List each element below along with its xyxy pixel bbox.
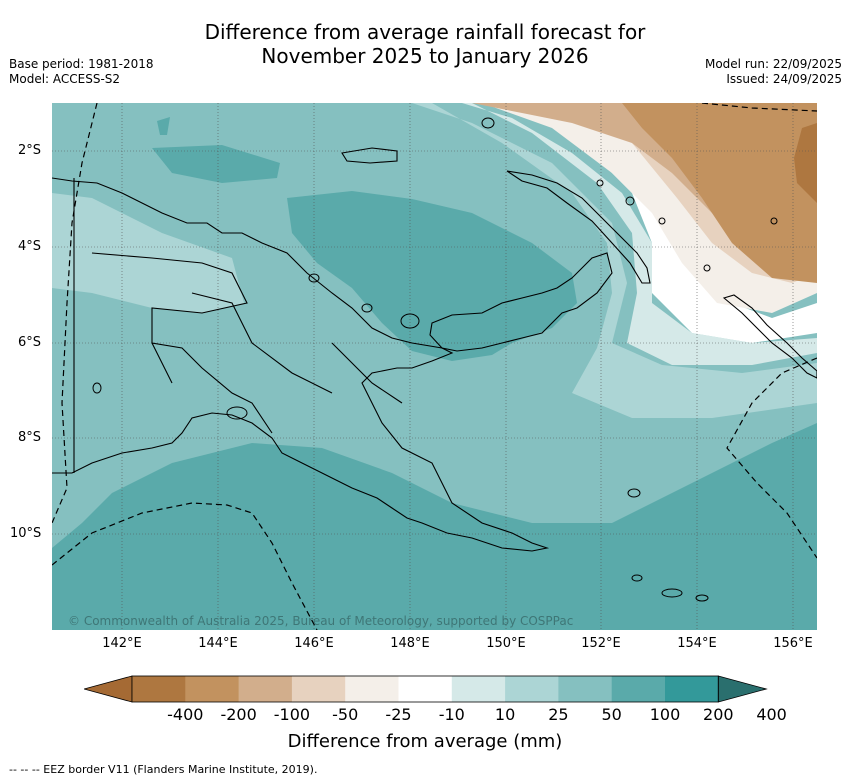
contour-north-dark: [152, 145, 280, 183]
colorbar-segment: [291, 676, 346, 702]
chart-title: Difference from average rainfall forecas…: [0, 20, 850, 68]
colorbar-segment: [398, 676, 453, 702]
lon-label-148e: 148°E: [390, 636, 430, 651]
copyright-notice: © Commonwealth of Australia 2025, Bureau…: [68, 614, 574, 628]
lon-label-152e: 152°E: [581, 636, 621, 651]
lon-label-146e: 146°E: [294, 636, 334, 651]
title-line-1: Difference from average rainfall forecas…: [204, 20, 646, 44]
contour-south-dark: [52, 423, 817, 630]
eez-borders: [52, 103, 817, 630]
bougainville-coast: [722, 294, 817, 379]
colorbar-segment: [665, 676, 719, 702]
contour-east-darkestbrown: [794, 123, 817, 203]
colorbar: [84, 675, 768, 703]
eez-footnote: -- -- -- EEZ border V11 (Flanders Marine…: [9, 763, 318, 776]
lon-label-154e: 154°E: [677, 636, 717, 651]
colorbar-tick-label: -50: [332, 705, 359, 724]
lon-label-156e: 156°E: [773, 636, 813, 651]
colorbar-segment: [505, 676, 559, 702]
lon-label-144e: 144°E: [198, 636, 238, 651]
lat-label-8s: 8°S: [18, 430, 42, 445]
colorbar-tick-label: -200: [220, 705, 257, 724]
lat-label-10s: 10°S: [10, 526, 42, 541]
province-borders: [91, 252, 403, 434]
meta-left: Base period: 1981-2018 Model: ACCESS-S2: [9, 57, 154, 87]
colorbar-tick-label: 100: [649, 705, 681, 724]
lon-label-150e: 150°E: [486, 636, 526, 651]
issued-date: Issued: 24/09/2025: [726, 72, 842, 86]
colorbar-tick-label: -25: [385, 705, 412, 724]
title-line-2: November 2025 to January 2026: [261, 44, 589, 68]
new-ireland-coast: [506, 170, 651, 284]
colorbar-arrow-right: [717, 675, 768, 703]
meta-right: Model run: 22/09/2025 Issued: 24/09/2025: [705, 57, 842, 87]
colorbar-tick-label: 50: [601, 705, 622, 724]
colorbar-outline: [131, 675, 719, 703]
contour-sw-light: [52, 193, 244, 313]
colorbar-segment: [345, 676, 399, 702]
base-period: Base period: 1981-2018: [9, 57, 154, 71]
colorbar-segment: [132, 676, 186, 702]
colorbar-segment: [611, 676, 666, 702]
islands: [92, 117, 778, 602]
colorbar-arrow-left: [84, 675, 133, 703]
colorbar-segment: [238, 676, 293, 702]
colorbar-tick-label: -100: [273, 705, 311, 724]
new-britain-coast: [429, 252, 613, 352]
colorbar-tick-label: 200: [703, 705, 734, 724]
contour-tiny-dark: [157, 117, 170, 135]
model-run: Model run: 22/09/2025: [704, 57, 842, 71]
gridlines: [52, 103, 817, 630]
lat-label-2s: 2°S: [18, 143, 42, 158]
lon-label-142e: 142°E: [102, 636, 142, 651]
coastlines: [52, 147, 817, 552]
model-name: Model: ACCESS-S2: [9, 72, 121, 86]
colorbar-segment: [558, 676, 613, 702]
colorbar-segment: [451, 676, 506, 702]
colorbar-tick-label: 25: [548, 705, 569, 724]
contour-east-darkbrown: [622, 103, 817, 283]
colorbar-tick-label: -400: [167, 705, 204, 724]
lat-label-6s: 6°S: [18, 335, 42, 350]
new-guinea-coast: [52, 177, 550, 552]
lat-label-4s: 4°S: [18, 239, 42, 254]
contour-central-dark: [287, 191, 577, 361]
manus-coast: [341, 147, 398, 164]
contour-east-light: [332, 103, 817, 418]
rainfall-map: [52, 103, 817, 630]
colorbar-title: Difference from average (mm): [287, 731, 563, 752]
colorbar-tick-label: -10: [438, 705, 465, 724]
colorbar-tick-label: 10: [494, 705, 516, 724]
colorbar-tick-label: 400: [756, 705, 787, 724]
colorbar-segment: [185, 676, 240, 702]
contour-east-white: [452, 103, 817, 343]
